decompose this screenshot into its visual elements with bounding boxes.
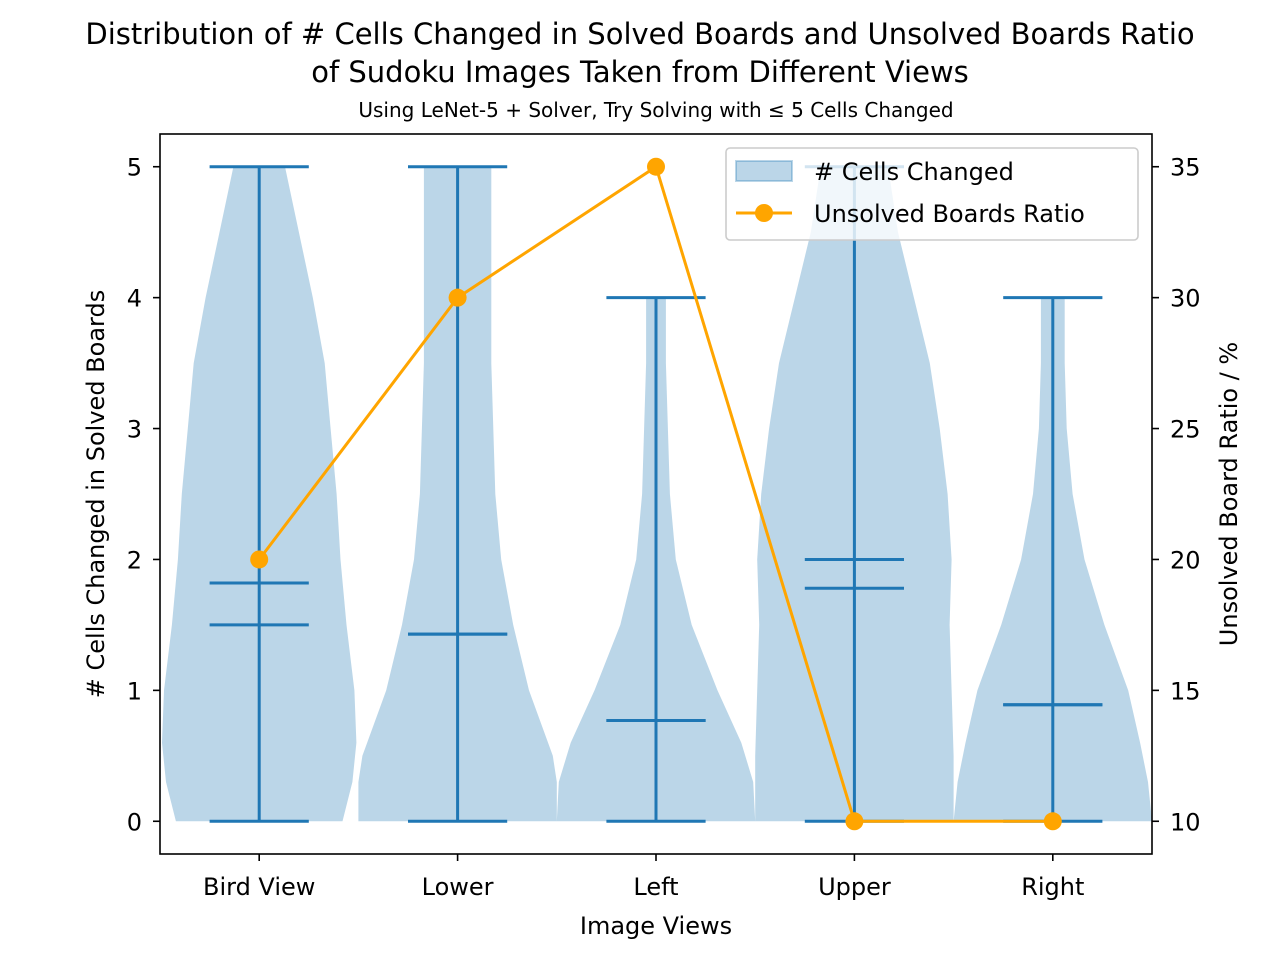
y-right-tick-label-0: 10 (1170, 808, 1201, 836)
unsolved-ratio-point-4 (1043, 812, 1062, 831)
y-left-tick-label-1: 1 (127, 677, 142, 705)
x-tick-label-2: Left (633, 873, 678, 901)
unsolved-ratio-point-0 (250, 550, 269, 569)
legend-marker-unsolved-ratio (755, 204, 773, 222)
x-axis-label: Image Views (580, 912, 732, 940)
y-left-tick-label-0: 0 (127, 808, 142, 836)
x-tick-label-3: Upper (818, 873, 891, 901)
legend-label-unsolved-ratio: Unsolved Boards Ratio (814, 200, 1085, 228)
chart-subtitle: Using LeNet-5 + Solver, Try Solving with… (358, 98, 953, 122)
unsolved-ratio-point-1 (448, 288, 467, 307)
chart-title-line-2: of Sudoku Images Taken from Different Vi… (311, 55, 969, 89)
y-right-tick-label-5: 35 (1170, 154, 1201, 182)
y-axis-left-label: # Cells Changed in Solved Boards (82, 290, 110, 698)
y-left-tick-label-5: 5 (127, 154, 142, 182)
x-tick-label-4: Right (1021, 873, 1084, 901)
y-right-tick-label-1: 15 (1170, 677, 1201, 705)
legend-swatch-cells-changed (735, 160, 793, 182)
legend-label-cells-changed: # Cells Changed (814, 158, 1014, 186)
y-left-tick-label-2: 2 (127, 546, 142, 574)
unsolved-ratio-point-3 (845, 812, 864, 831)
unsolved-ratio-point-2 (647, 157, 665, 176)
x-tick-label-0: Bird View (203, 873, 315, 901)
y-right-tick-label-2: 20 (1170, 546, 1201, 574)
y-axis-left: 0 1 2 3 4 5 (127, 154, 160, 836)
x-axis: Bird View Lower Left Upper Right (203, 854, 1084, 901)
y-axis-right: 10 15 20 25 30 35 (1152, 154, 1201, 836)
legend: # Cells Changed Unsolved Boards Ratio (725, 147, 1139, 241)
y-left-tick-label-4: 4 (127, 285, 142, 313)
legend-frame (725, 147, 1139, 241)
y-right-tick-label-4: 30 (1170, 285, 1201, 313)
x-tick-label-1: Lower (422, 873, 494, 901)
y-axis-right-label: Unsolved Board Ratio / % (1215, 342, 1243, 646)
y-right-tick-label-3: 25 (1170, 416, 1201, 444)
y-left-tick-label-3: 3 (127, 416, 142, 444)
chart-title-line-1: Distribution of # Cells Changed in Solve… (85, 17, 1194, 51)
line-layer (250, 157, 1062, 831)
